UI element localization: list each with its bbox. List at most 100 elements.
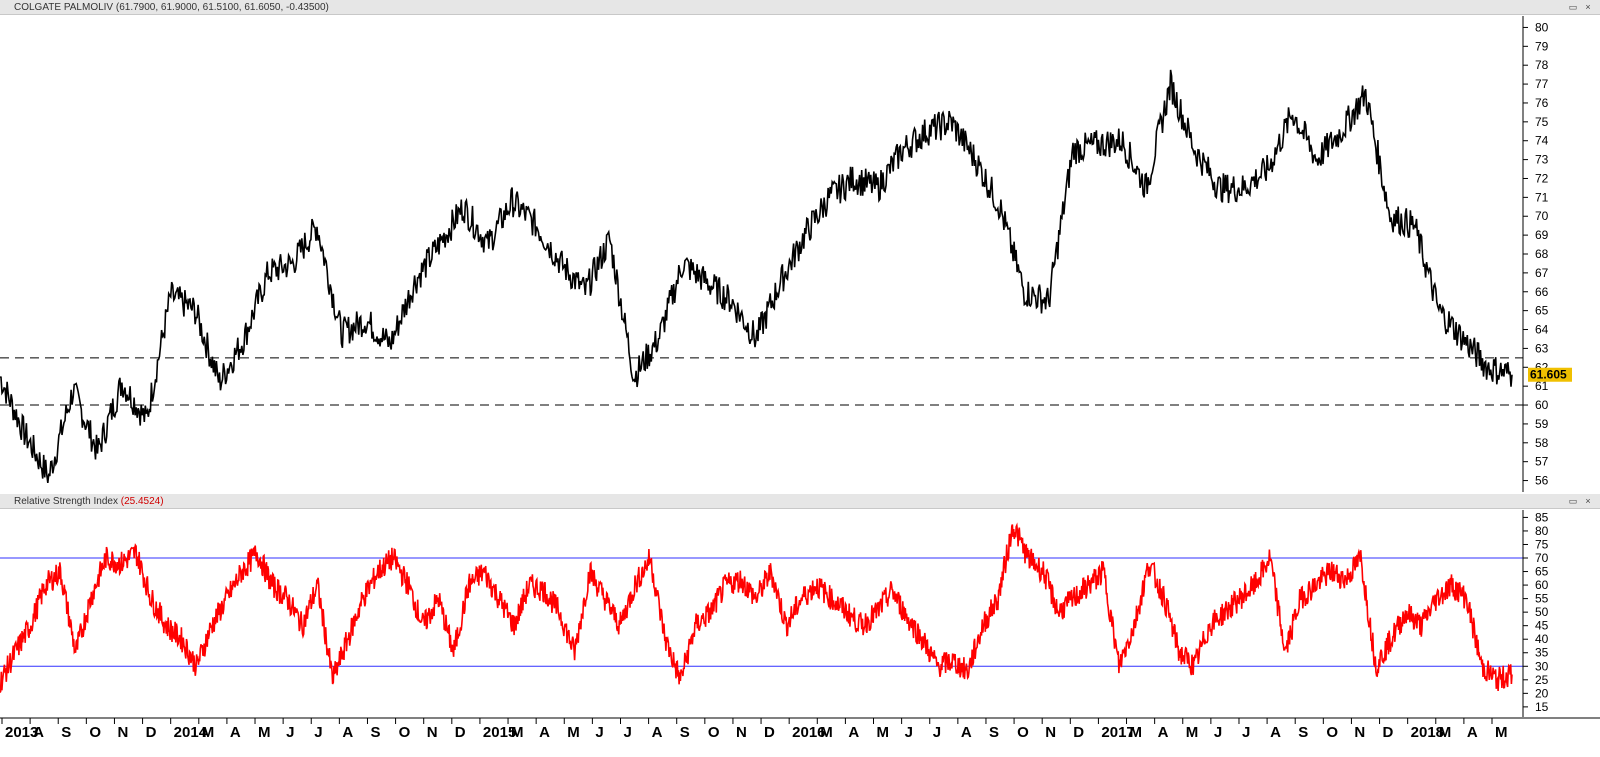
price-tick-label: 65: [1535, 304, 1549, 318]
rsi-value: (25.4524): [120, 496, 164, 507]
rsi-tick-label: 30: [1535, 659, 1549, 673]
x-tick-label: 2017: [1101, 724, 1134, 741]
price-tick-label: 57: [1535, 455, 1549, 469]
rsi-series-line: [0, 522, 1513, 693]
x-tick-label: J: [314, 724, 322, 741]
x-tick-label: D: [455, 724, 466, 741]
rsi-panel-title: Relative Strength Index (25.4524): [14, 494, 164, 509]
price-tick-label: 69: [1535, 228, 1549, 242]
x-tick-label: S: [1298, 724, 1308, 741]
rsi-tick-label: 55: [1535, 592, 1549, 606]
price-tick-label: 77: [1535, 77, 1549, 91]
x-tick-label: N: [1354, 724, 1365, 741]
x-tick-label: M: [1439, 724, 1452, 741]
price-tick-label: 56: [1535, 474, 1549, 488]
x-tick-label: N: [117, 724, 128, 741]
last-price-label: 61.605: [1528, 367, 1572, 382]
price-tick-label: 59: [1535, 417, 1549, 431]
last-price-text: 61.605: [1530, 368, 1567, 382]
price-tick-label: 75: [1535, 115, 1549, 129]
rsi-tick-label: 25: [1535, 673, 1549, 687]
rsi-panel-close-button[interactable]: ×: [1585, 496, 1591, 506]
price-tick-label: 61: [1535, 379, 1549, 393]
x-tick-label: 2018: [1411, 724, 1444, 741]
rsi-tick-label: 70: [1535, 551, 1549, 565]
x-tick-label: A: [1467, 724, 1478, 741]
x-tick-label: A: [342, 724, 353, 741]
x-tick-label: O: [399, 724, 411, 741]
rsi-tick-label: 40: [1535, 632, 1549, 646]
price-tick-label: 80: [1535, 20, 1549, 34]
ohlc-readout: (61.7900, 61.9000, 61.5100, 61.6050, -0.…: [115, 2, 329, 13]
x-tick-label: O: [1017, 724, 1029, 741]
x-tick-label: O: [1326, 724, 1338, 741]
x-tick-label: 2015: [483, 724, 516, 741]
x-tick-label: J: [933, 724, 941, 741]
rsi-tick-label: 20: [1535, 686, 1549, 700]
x-tick-label: 2016: [792, 724, 825, 741]
x-tick-label: O: [89, 724, 101, 741]
x-tick-label: A: [1270, 724, 1281, 741]
x-tick-label: M: [202, 724, 215, 741]
last-price-badge: [1528, 367, 1572, 382]
rsi-tick-label: 65: [1535, 565, 1549, 579]
x-tick-label: A: [1158, 724, 1169, 741]
x-tick-label: J: [595, 724, 603, 741]
rsi-name: Relative Strength Index: [14, 496, 118, 507]
x-tick-label: A: [961, 724, 972, 741]
x-tick-label: N: [1045, 724, 1056, 741]
x-tick-label: A: [848, 724, 859, 741]
x-tick-label: S: [989, 724, 999, 741]
rsi-panel-restore-button[interactable]: ▭: [1568, 496, 1578, 506]
price-panel-restore-button[interactable]: ▭: [1568, 2, 1578, 12]
x-tick-label: J: [286, 724, 294, 741]
x-tick-label: M: [511, 724, 523, 741]
price-panel-header: COLGATE PALMOLIV (61.7900, 61.9000, 61.5…: [0, 0, 1600, 15]
x-tick-label: D: [1383, 724, 1394, 741]
x-tick-label: A: [539, 724, 550, 741]
price-series-line: [0, 69, 1513, 483]
x-tick-label: A: [230, 724, 241, 741]
price-tick-label: 68: [1535, 247, 1549, 261]
price-tick-label: 79: [1535, 39, 1549, 53]
rsi-tick-label: 85: [1535, 510, 1549, 524]
price-panel-close-button[interactable]: ×: [1585, 2, 1591, 12]
x-tick-label: 2013: [5, 724, 38, 741]
price-tick-label: 71: [1535, 190, 1549, 204]
x-tick-label: D: [146, 724, 157, 741]
x-tick-label: J: [623, 724, 631, 741]
symbol-name: COLGATE PALMOLIV: [14, 2, 114, 13]
x-tick-label: A: [652, 724, 663, 741]
price-tick-label: 78: [1535, 58, 1549, 72]
x-tick-label: J: [1242, 724, 1250, 741]
x-tick-label: M: [1130, 724, 1143, 741]
x-tick-label: D: [764, 724, 775, 741]
x-tick-label: M: [1186, 724, 1199, 741]
x-tick-label: M: [258, 724, 271, 741]
x-tick-label: S: [61, 724, 71, 741]
price-tick-label: 64: [1535, 323, 1549, 337]
x-tick-label: M: [1495, 724, 1508, 741]
x-tick-label: J: [905, 724, 913, 741]
x-tick-label: 2014: [174, 724, 208, 741]
x-tick-label: O: [708, 724, 720, 741]
rsi-tick-label: 75: [1535, 537, 1549, 551]
price-tick-label: 67: [1535, 266, 1549, 280]
price-reference-lines: [0, 357, 1523, 406]
price-tick-label: 60: [1535, 398, 1549, 412]
price-y-axis: 5657585960616263646566676869707172737475…: [1522, 16, 1549, 492]
price-panel-title: COLGATE PALMOLIV (61.7900, 61.9000, 61.5…: [14, 0, 329, 15]
rsi-tick-label: 35: [1535, 646, 1549, 660]
price-tick-label: 66: [1535, 285, 1549, 299]
rsi-tick-label: 60: [1535, 578, 1549, 592]
rsi-tick-label: 80: [1535, 524, 1549, 538]
x-tick-label: S: [680, 724, 690, 741]
rsi-tick-label: 50: [1535, 605, 1549, 619]
x-tick-label: D: [1073, 724, 1084, 741]
price-tick-label: 70: [1535, 209, 1549, 223]
price-tick-label: 72: [1535, 171, 1549, 185]
x-tick-label: N: [427, 724, 438, 741]
rsi-tick-label: 45: [1535, 619, 1549, 633]
price-tick-label: 63: [1535, 341, 1549, 355]
